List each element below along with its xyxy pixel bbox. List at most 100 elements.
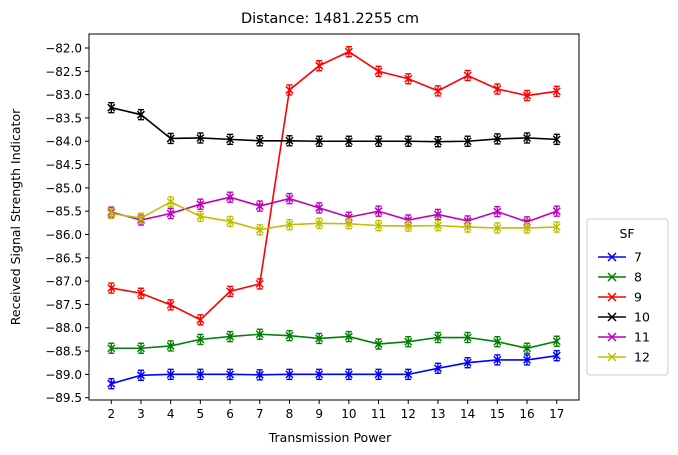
data-point — [374, 368, 383, 381]
x-marker — [522, 344, 532, 353]
x-marker — [344, 332, 353, 341]
x-marker — [344, 370, 353, 379]
y-tick-label: −82.0 — [45, 41, 82, 55]
x-tick-label: 4 — [167, 407, 175, 421]
x-marker — [493, 337, 502, 346]
x-marker — [493, 84, 502, 94]
data-point — [285, 368, 294, 381]
x-marker — [107, 344, 116, 353]
x-marker — [285, 85, 294, 94]
x-tick-label: 2 — [107, 407, 115, 421]
data-point — [493, 83, 502, 95]
y-tick-label: −84.5 — [45, 158, 82, 172]
y-tick-label: −88.0 — [45, 321, 82, 335]
data-point — [107, 282, 116, 294]
legend-item-12: 12 — [598, 350, 650, 365]
data-point — [374, 65, 383, 77]
data-point — [136, 108, 146, 121]
data-point — [463, 331, 472, 344]
data-point — [404, 336, 413, 348]
data-point — [315, 135, 324, 147]
x-marker — [404, 74, 413, 83]
data-point — [374, 219, 383, 232]
data-point — [196, 314, 205, 326]
x-marker — [552, 222, 561, 232]
data-point — [374, 338, 383, 350]
data-point — [315, 60, 324, 72]
data-point — [552, 350, 561, 362]
x-marker — [374, 137, 383, 146]
x-marker — [493, 207, 502, 216]
x-tick-label: 5 — [197, 407, 205, 421]
plot-area — [88, 33, 580, 401]
legend-label: 12 — [634, 350, 650, 365]
x-marker — [433, 137, 442, 146]
x-marker — [463, 222, 472, 232]
x-marker — [166, 300, 175, 309]
data-point — [285, 192, 294, 205]
data-point — [463, 69, 472, 82]
data-point — [404, 135, 413, 147]
x-marker — [107, 284, 116, 293]
x-marker — [522, 91, 532, 100]
data-point — [226, 191, 235, 203]
data-point — [255, 200, 264, 212]
data-point — [552, 221, 561, 233]
x-tick-label: 6 — [226, 407, 234, 421]
y-tick-label: −83.5 — [45, 111, 82, 125]
x-marker — [226, 287, 235, 296]
y-tick-label: −87.0 — [45, 275, 82, 289]
x-marker — [196, 200, 205, 209]
x-marker — [255, 202, 264, 211]
legend-swatch-marker — [607, 272, 617, 282]
data-point — [344, 46, 353, 58]
x-marker — [255, 136, 264, 145]
legend-swatch-marker — [607, 312, 617, 322]
data-point — [136, 212, 146, 224]
data-point — [522, 342, 532, 354]
legend-swatch-marker — [607, 252, 617, 262]
data-point — [463, 135, 472, 147]
data-point — [315, 368, 324, 381]
data-point — [107, 207, 116, 220]
data-point — [107, 342, 116, 354]
data-point — [196, 368, 205, 381]
y-tick-label: −88.5 — [45, 345, 82, 359]
legend-item-7: 7 — [598, 250, 642, 265]
legend-label: 9 — [634, 290, 642, 305]
data-point — [315, 202, 324, 214]
x-marker — [166, 370, 175, 379]
legend-swatch-marker — [607, 292, 617, 302]
x-marker — [255, 225, 264, 234]
y-tick-label: −86.0 — [45, 228, 82, 242]
data-point — [522, 354, 532, 366]
x-marker — [315, 203, 324, 212]
legend-item-11: 11 — [598, 330, 650, 345]
x-marker — [433, 221, 442, 230]
x-marker — [493, 134, 502, 143]
data-point — [433, 208, 442, 221]
x-marker — [522, 217, 532, 226]
data-point — [433, 331, 442, 344]
data-point — [374, 135, 383, 147]
x-marker — [196, 212, 205, 221]
data-point — [522, 132, 532, 144]
data-point — [552, 335, 561, 347]
x-marker — [107, 379, 116, 388]
x-marker — [463, 71, 472, 80]
x-marker — [196, 133, 205, 143]
series-line-7 — [111, 354, 557, 385]
x-marker — [107, 103, 116, 112]
y-tick-label: −87.5 — [45, 298, 82, 312]
x-marker — [196, 335, 205, 344]
x-marker — [226, 217, 235, 226]
data-point — [374, 205, 383, 217]
data-point — [285, 84, 294, 96]
data-point — [226, 368, 235, 381]
y-axis: −89.5 −89.0 −88.5 −88.0 −87.5 −87.0 −86.5 −86.0… — [45, 41, 89, 405]
x-marker — [166, 197, 175, 206]
data-point — [344, 135, 353, 147]
x-marker — [433, 333, 442, 342]
data-point — [433, 85, 442, 97]
x-marker — [107, 209, 116, 218]
